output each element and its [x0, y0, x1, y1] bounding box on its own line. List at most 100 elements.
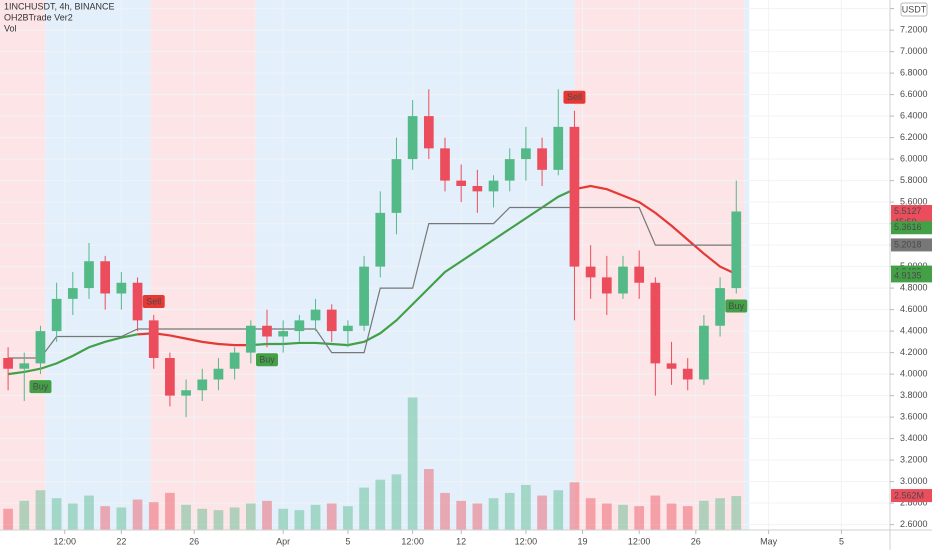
y-tick-label: 4.4000 — [900, 325, 928, 335]
volume-bar — [51, 498, 62, 530]
indicator-line — [8, 206, 737, 359]
candle-body — [213, 368, 224, 380]
y-tick-label: 3.6000 — [900, 411, 928, 421]
volume-bar — [504, 492, 515, 530]
candle-body — [618, 266, 628, 294]
candle-body — [440, 148, 450, 181]
indicator-name: Vol — [4, 23, 17, 33]
candle-body — [326, 309, 337, 332]
price-label-box — [891, 269, 932, 283]
chart-title: 1INCHUSDT, 4h, BINANCE — [4, 1, 115, 11]
volume-bar — [84, 495, 94, 530]
price-label: 4.9135 — [894, 270, 922, 280]
y-tick-label: 2.6000 — [900, 519, 928, 529]
signal-band — [0, 0, 46, 530]
signal-label: Buy — [729, 301, 745, 311]
candle-body — [715, 288, 725, 326]
volume-bar — [116, 507, 127, 530]
signal-box — [725, 299, 748, 313]
volume-bar — [67, 503, 78, 530]
candle-body — [601, 277, 612, 294]
volume-bar — [132, 499, 143, 530]
y-tick-label: 7.0000 — [900, 46, 928, 56]
volume-bar — [229, 507, 240, 530]
volume-bar — [197, 508, 208, 530]
x-tick-label: Apr — [276, 536, 290, 546]
price-label-box — [891, 221, 932, 235]
volume-bar — [423, 469, 434, 530]
bands — [0, 0, 750, 530]
candle-body — [100, 261, 111, 294]
volume-bar — [19, 500, 30, 530]
y-tick-label: 2.8000 — [900, 497, 928, 507]
x-tick-label: 12:00 — [628, 536, 651, 546]
y-tick-label: 3.0000 — [900, 476, 928, 486]
candle-body — [165, 357, 175, 396]
y-tick-label: 3.2000 — [900, 454, 928, 464]
volume-bar — [375, 479, 386, 530]
candle-body — [3, 357, 13, 369]
candle-body — [650, 282, 661, 364]
price-label: 5.3616 — [894, 222, 922, 232]
volume-bar — [278, 508, 289, 530]
signal-band — [150, 0, 256, 530]
volume-bar — [326, 503, 337, 530]
candle-body — [294, 320, 305, 332]
volume-bar — [440, 492, 450, 530]
candle-body — [148, 320, 159, 358]
y-tick-label: 4.2000 — [900, 347, 928, 357]
y-tick-label: 5.6000 — [900, 196, 928, 206]
price-label-box — [891, 238, 932, 252]
candle-body — [67, 288, 78, 299]
candle-body — [310, 309, 321, 321]
volume-bar — [181, 504, 191, 530]
volume-bar — [569, 482, 580, 530]
x-tick-label: 5 — [839, 536, 844, 546]
candle-body — [682, 368, 693, 380]
signal-box — [563, 90, 586, 104]
signal-label: Buy — [259, 355, 275, 365]
x-tick-label: 26 — [691, 536, 701, 546]
volume-bar — [294, 510, 305, 530]
volume-bar — [407, 397, 418, 530]
indicator-line — [7, 188, 575, 376]
volume-bar — [618, 504, 628, 530]
candle-body — [731, 211, 742, 289]
x-tick-label: May — [760, 536, 778, 546]
volume-bar — [585, 498, 596, 530]
indicator-name: OH2BTrade Ver2 — [4, 12, 73, 22]
candle-body — [343, 325, 353, 332]
y-tick-label: 6.0000 — [900, 153, 928, 163]
price-label: 5.5127 — [894, 206, 922, 216]
candle-body — [245, 325, 256, 353]
candle-body — [391, 159, 402, 213]
volume-bar — [537, 495, 547, 530]
candle-body — [262, 325, 272, 337]
y-tick-label: 3.8000 — [900, 390, 928, 400]
signal-label: Buy — [33, 381, 49, 391]
x-tick-label: 22 — [116, 536, 126, 546]
currency-box — [900, 2, 928, 17]
y-tick-label: 4.8000 — [900, 282, 928, 292]
candle-body — [19, 363, 30, 369]
candles — [3, 89, 742, 418]
volume-bar — [35, 490, 46, 530]
y-tick-label: 5.8000 — [900, 175, 928, 185]
volume-bar — [731, 496, 742, 530]
volume-bar — [100, 506, 111, 530]
candle-body — [35, 331, 46, 364]
signal-label: Sell — [146, 296, 161, 306]
candle-body — [229, 352, 240, 369]
volume-bar — [699, 500, 709, 530]
volume-bar — [262, 500, 272, 530]
y-tick-label: 6.4000 — [900, 110, 928, 120]
volume-bar — [310, 504, 321, 530]
volume-bar — [715, 498, 725, 530]
candle-body — [569, 126, 580, 267]
volume-bar — [148, 502, 159, 530]
x-tick-label: 26 — [189, 536, 199, 546]
price-label: 5.2018 — [894, 239, 922, 249]
x-tick-label: 12:00 — [53, 536, 76, 546]
x-tick-label: 19 — [578, 536, 588, 546]
candle-body — [699, 325, 709, 380]
